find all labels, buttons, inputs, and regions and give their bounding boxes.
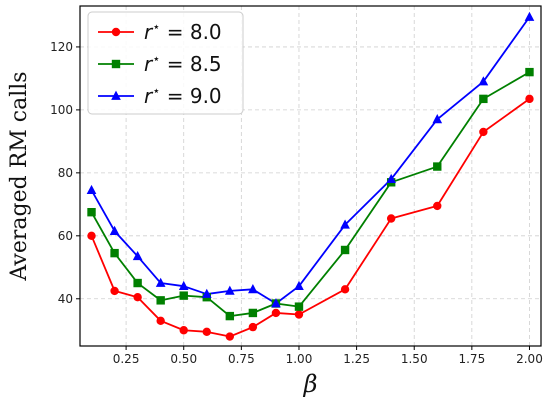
legend-label: r⋆ = 8.0 (144, 20, 222, 44)
y-tick-label: 40 (58, 292, 73, 306)
data-point (87, 231, 96, 241)
data-point (271, 298, 281, 308)
x-tick-label: 0.50 (170, 352, 197, 366)
data-point (524, 11, 535, 21)
data-point (479, 127, 488, 137)
data-point (179, 291, 188, 300)
x-tick-label: 1.00 (286, 352, 313, 366)
x-tick-label: 0.75 (228, 352, 255, 366)
y-axis-ticks: 40 60 80 100 120 (50, 40, 80, 306)
legend-label-rest: = 9.0 (160, 84, 221, 108)
data-point (225, 332, 235, 341)
data-point (110, 286, 119, 296)
data-point (201, 288, 212, 298)
data-point (202, 327, 211, 337)
data-point (271, 308, 281, 318)
y-tick-label: 80 (58, 166, 73, 180)
data-point (478, 76, 489, 86)
data-point (386, 214, 396, 223)
data-point (340, 219, 350, 229)
x-tick-label: 1.50 (401, 352, 428, 366)
data-point (386, 173, 397, 184)
x-axis-label: β (303, 370, 318, 398)
data-point (340, 285, 350, 294)
legend-label-sup: ⋆ (152, 84, 160, 99)
legend-label-sup: ⋆ (152, 52, 160, 67)
data-point (87, 208, 96, 217)
data-point (433, 162, 442, 171)
y-tick-label: 100 (50, 103, 73, 117)
x-tick-label: 1.75 (458, 352, 485, 366)
data-point (109, 225, 120, 235)
data-point (133, 293, 142, 302)
x-tick-label: 0.25 (113, 352, 140, 366)
data-point (224, 285, 235, 295)
legend-label: r⋆ = 8.5 (144, 52, 222, 76)
data-point (525, 67, 534, 77)
data-point (294, 310, 304, 319)
y-tick-label: 60 (58, 229, 73, 243)
legend-box (87, 11, 244, 115)
series-markers (86, 11, 535, 341)
plot-frame (79, 5, 542, 347)
data-point (433, 201, 442, 211)
legend-label-var: r (144, 20, 154, 44)
legend-label-var: r (144, 84, 154, 108)
legend-label-var: r (144, 52, 154, 76)
y-tick-label: 120 (50, 40, 73, 54)
data-point (432, 114, 443, 124)
legend-label: r⋆ = 9.0 (144, 84, 222, 108)
legend-label-rest: = 8.0 (160, 20, 221, 44)
data-point (178, 280, 189, 291)
legend-marker (111, 59, 121, 69)
legend-marker (111, 27, 121, 37)
legend-marker (111, 90, 121, 100)
data-point (340, 245, 350, 255)
legend-label-rest: = 8.5 (160, 52, 221, 76)
data-point (248, 284, 258, 294)
data-point (294, 302, 304, 311)
y-axis-label: Averaged RM calls (7, 71, 32, 281)
data-point (248, 322, 258, 332)
x-tick-label: 2.00 (516, 352, 543, 366)
data-point (155, 277, 166, 287)
data-point (525, 94, 534, 104)
data-point (479, 94, 488, 104)
data-point (133, 278, 142, 288)
data-point (156, 296, 165, 305)
legend: r⋆ = 8.0r⋆ = 8.5r⋆ = 9.0 (87, 11, 244, 115)
data-point (225, 311, 235, 321)
data-point (156, 316, 165, 326)
legend-label-sup: ⋆ (152, 20, 160, 35)
data-point (110, 248, 119, 258)
data-point (86, 184, 97, 195)
data-point (294, 280, 304, 291)
data-point (132, 250, 143, 261)
data-point (179, 326, 188, 335)
x-tick-label: 1.25 (343, 352, 370, 366)
x-axis-ticks: 0.25 0.50 0.75 1.00 1.25 1.50 1.75 2.00 (113, 346, 543, 366)
data-point (248, 308, 258, 318)
